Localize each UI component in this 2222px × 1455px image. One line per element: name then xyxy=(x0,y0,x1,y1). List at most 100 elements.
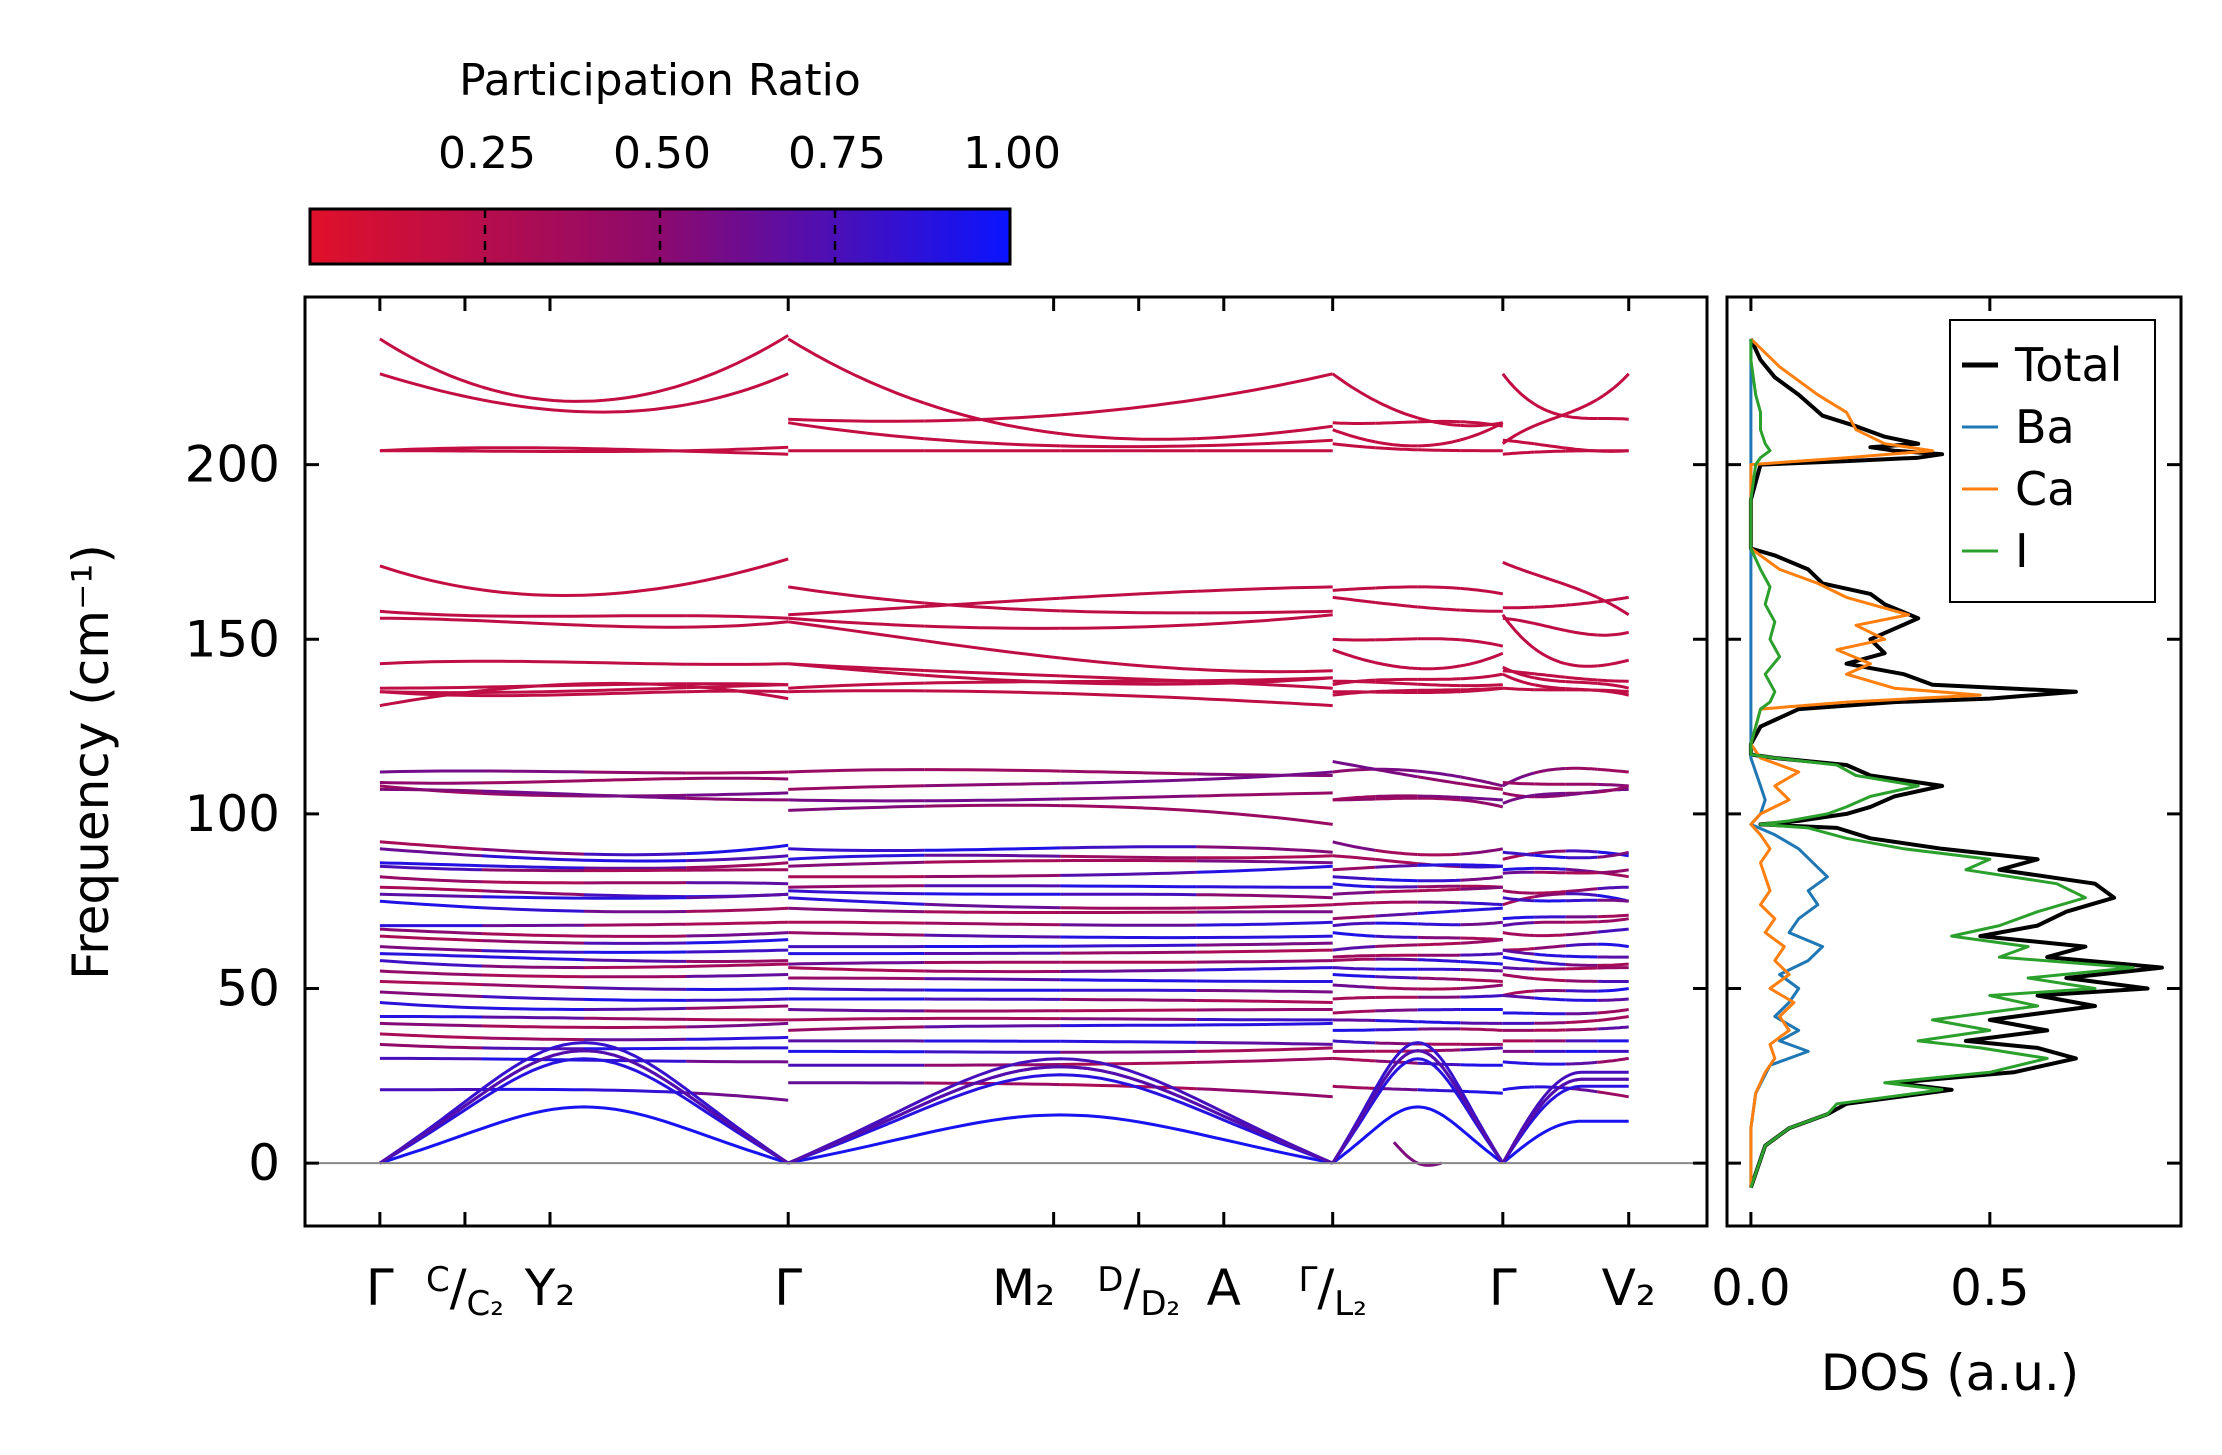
band-line xyxy=(1502,870,1535,875)
band-line xyxy=(379,864,483,872)
band-line xyxy=(1460,1027,1503,1032)
band-line xyxy=(1375,877,1418,883)
band-line xyxy=(686,843,789,856)
band-line xyxy=(1565,855,1598,860)
band-line xyxy=(1502,994,1535,1000)
k-point-label: C/C₂ xyxy=(426,1259,504,1324)
band-line xyxy=(481,682,585,693)
band-line xyxy=(1060,1049,1197,1054)
band-line xyxy=(379,1032,483,1040)
band-line xyxy=(788,976,925,981)
band-line xyxy=(1196,585,1333,593)
band-line xyxy=(924,910,1061,914)
acoustic-band-line xyxy=(787,1065,1334,1165)
band-line xyxy=(1196,920,1333,927)
band-line xyxy=(788,768,925,774)
band-line xyxy=(788,689,925,694)
band-line xyxy=(1196,697,1333,708)
band-line xyxy=(1502,955,1535,964)
band-line xyxy=(1060,623,1197,630)
band-line xyxy=(1196,999,1333,1004)
band-line xyxy=(1565,1060,1598,1066)
band-line xyxy=(1460,672,1504,681)
band-line xyxy=(583,582,687,597)
band-line xyxy=(1375,943,1418,948)
band-line xyxy=(1460,968,1503,973)
band-line xyxy=(686,892,789,900)
band-line xyxy=(1375,1008,1418,1013)
band-line xyxy=(481,1024,585,1029)
band-line xyxy=(1502,866,1535,872)
band-line xyxy=(1060,854,1197,860)
legend-entries: Total Ba Ca I xyxy=(1962,338,2122,578)
band-line xyxy=(1534,960,1566,966)
k-point-label: Y₂ xyxy=(524,1259,576,1317)
band-line xyxy=(1060,950,1197,955)
band-line xyxy=(1460,782,1503,791)
band-line xyxy=(379,969,483,977)
band-line xyxy=(686,997,789,1002)
band-line xyxy=(1196,809,1333,826)
band-line xyxy=(1417,884,1461,889)
acoustic-band-line xyxy=(787,1113,1334,1165)
band-line xyxy=(1460,1089,1503,1095)
band-line xyxy=(686,776,789,781)
band-line xyxy=(1375,934,1418,939)
band-line xyxy=(788,961,925,966)
band-line xyxy=(1533,572,1567,587)
acoustic-band-line xyxy=(1331,1049,1505,1164)
band-line xyxy=(481,983,585,990)
band-line xyxy=(583,866,687,870)
y-tick-label: 200 xyxy=(185,436,280,494)
band-line xyxy=(584,449,687,453)
band-line xyxy=(1534,442,1566,450)
band-line xyxy=(1060,444,1197,449)
band-line xyxy=(1196,903,1333,910)
band-line xyxy=(788,417,925,423)
band-line xyxy=(1597,658,1630,668)
band-line xyxy=(379,372,483,402)
band-line xyxy=(1501,372,1536,406)
band-line xyxy=(1332,945,1376,952)
band-line xyxy=(1375,911,1418,918)
band-lines xyxy=(379,334,1630,1167)
band-line xyxy=(583,909,687,914)
band-line xyxy=(1060,432,1197,441)
band-line xyxy=(788,681,925,690)
band-line xyxy=(1597,1008,1629,1015)
band-y-axis: 0 50 100 150 200 xyxy=(185,436,1707,1192)
band-line xyxy=(1375,446,1418,452)
band-line xyxy=(1565,979,1598,983)
y-tick-label: 150 xyxy=(185,610,280,668)
band-line xyxy=(379,1042,483,1050)
band-line xyxy=(1565,398,1599,416)
band-line xyxy=(1374,399,1419,420)
band-line xyxy=(1460,798,1504,809)
band-line xyxy=(1534,866,1566,871)
band-line xyxy=(481,398,585,414)
band-line xyxy=(686,1017,789,1022)
band-line xyxy=(481,973,585,979)
band-line xyxy=(1533,767,1566,775)
band-line xyxy=(379,1021,483,1028)
band-line xyxy=(1375,794,1418,798)
band-line xyxy=(1417,958,1461,964)
band-line xyxy=(1060,794,1197,801)
acoustic-band-line xyxy=(379,1105,789,1165)
band-line xyxy=(1597,417,1629,421)
band-line xyxy=(1460,847,1504,856)
band-line xyxy=(1565,1011,1598,1016)
colorbar-ticks: 0.25 0.50 0.75 1.00 xyxy=(438,128,1061,264)
band-line xyxy=(788,889,925,896)
band-line xyxy=(1196,438,1333,448)
band-line xyxy=(686,854,789,863)
band-line xyxy=(1196,979,1333,983)
band-line xyxy=(1417,935,1461,940)
band-line xyxy=(1565,687,1598,692)
band-line xyxy=(787,585,925,605)
band-line xyxy=(1565,790,1598,795)
band-line xyxy=(686,1091,789,1102)
band-line xyxy=(686,861,789,870)
band-line xyxy=(788,931,925,937)
band-line xyxy=(1375,957,1418,962)
